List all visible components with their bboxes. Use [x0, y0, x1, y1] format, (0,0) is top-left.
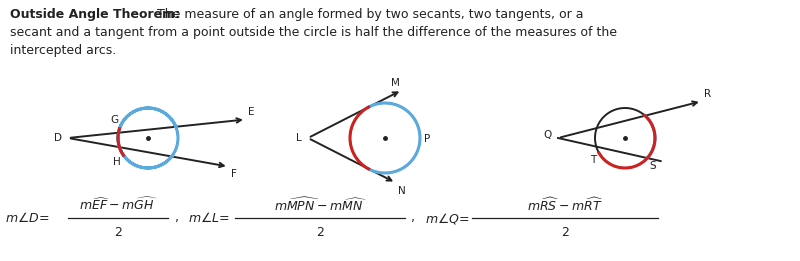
Text: $2$: $2$	[561, 226, 570, 239]
Text: R: R	[704, 89, 710, 99]
Text: S: S	[650, 161, 656, 171]
Text: $m\angle D\!=\!$: $m\angle D\!=\!$	[6, 211, 50, 225]
Text: F: F	[230, 169, 237, 179]
Text: G: G	[110, 115, 118, 125]
Text: T: T	[590, 155, 596, 165]
Text: H: H	[113, 157, 121, 167]
Text: $m\angle Q\!=\!$: $m\angle Q\!=\!$	[425, 211, 470, 226]
Text: $m\widehat{MPN} - m\widehat{MN}$: $m\widehat{MPN} - m\widehat{MN}$	[274, 196, 366, 214]
Text: $,$: $,$	[174, 211, 178, 224]
Text: $m\widehat{EF} - m\widehat{GH}$: $m\widehat{EF} - m\widehat{GH}$	[78, 197, 158, 213]
Text: intercepted arcs.: intercepted arcs.	[10, 44, 116, 57]
Text: N: N	[398, 186, 406, 196]
Text: $m\widehat{RS} - m\widehat{RT}$: $m\widehat{RS} - m\widehat{RT}$	[526, 197, 603, 213]
Text: Outside Angle Theorem:: Outside Angle Theorem:	[10, 8, 180, 21]
Text: $2$: $2$	[114, 226, 122, 239]
Text: P: P	[424, 134, 430, 144]
Text: Q: Q	[544, 130, 552, 140]
Text: E: E	[248, 108, 254, 117]
Text: $2$: $2$	[316, 226, 324, 239]
Text: $,$: $,$	[410, 211, 414, 224]
Text: M: M	[391, 78, 400, 88]
Text: L: L	[296, 133, 302, 143]
Text: $m\angle L\!=\!$: $m\angle L\!=\!$	[188, 211, 230, 225]
Text: The measure of an angle formed by two secants, two tangents, or a: The measure of an angle formed by two se…	[153, 8, 583, 21]
Text: secant and a tangent from a point outside the circle is half the difference of t: secant and a tangent from a point outsid…	[10, 26, 617, 39]
Text: D: D	[54, 133, 62, 143]
